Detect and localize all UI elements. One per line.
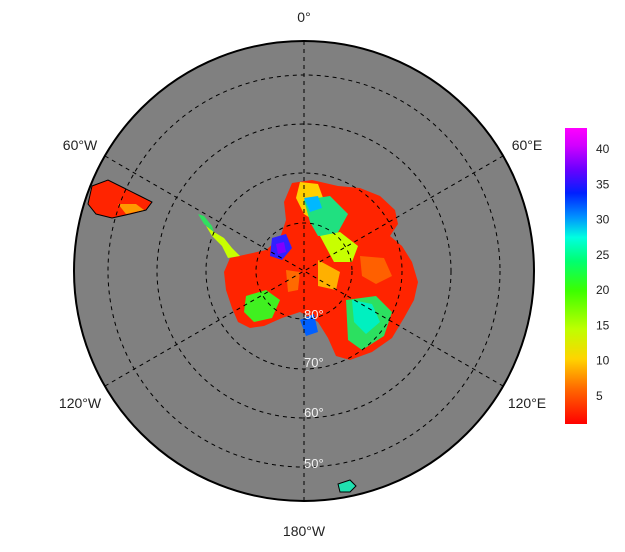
antarctica	[198, 180, 418, 360]
colorbar-tick-label: 5	[596, 389, 603, 403]
south-america-tip	[87, 179, 153, 219]
lon-label-60e: 60°E	[512, 137, 543, 153]
colorbar-tick-label: 20	[596, 283, 610, 297]
lat-label-50: 50°	[304, 456, 324, 471]
colorbar-tick-label: 40	[596, 142, 610, 156]
lat-label-70: 70°	[304, 355, 324, 370]
colorbar: 5 10 15 20 25 30 35 40	[565, 128, 610, 424]
lat-label-80: 80°	[304, 307, 324, 322]
lat-label-60: 60°	[304, 405, 324, 420]
sub-antarctic-island	[337, 479, 357, 493]
colorbar-tick-label: 35	[596, 177, 610, 191]
lon-label-0: 0°	[297, 9, 310, 25]
colorbar-tick-label: 25	[596, 248, 610, 262]
lon-label-180w: 180°W	[283, 523, 326, 539]
lon-label-120e: 120°E	[508, 395, 546, 411]
colorbar-tick-label: 10	[596, 354, 610, 368]
lon-label-120w: 120°W	[59, 395, 102, 411]
colorbar-tick-label: 30	[596, 213, 610, 227]
colorbar-gradient	[565, 128, 587, 424]
colorbar-tick-label: 15	[596, 318, 610, 332]
lon-label-60w: 60°W	[63, 137, 98, 153]
